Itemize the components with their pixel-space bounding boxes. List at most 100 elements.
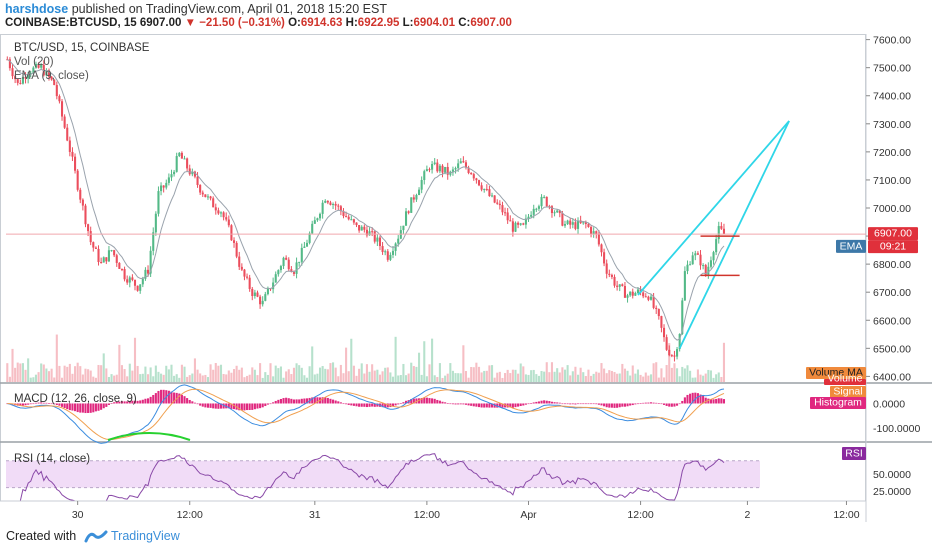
macd-hist-bar: [681, 400, 684, 404]
volume-bar: [639, 374, 642, 382]
candle-body: [608, 273, 611, 275]
macd-hist-bar: [376, 403, 379, 407]
macd-hist-bar: [316, 397, 319, 404]
volume-bar: [715, 374, 718, 382]
macd-hist-bar: [53, 403, 56, 405]
volume-bar: [569, 375, 572, 382]
volume-bar: [285, 371, 288, 382]
volume-bar: [173, 375, 176, 382]
macd-hist-bar: [488, 403, 491, 408]
volume-bar: [660, 368, 663, 382]
candle-body: [459, 161, 462, 164]
volume-bar: [683, 368, 686, 382]
macd-hist-bar: [597, 403, 600, 405]
candle-body: [178, 152, 181, 157]
macd-hist-bar: [110, 403, 113, 404]
volume-bar: [709, 370, 712, 382]
last-price-badge: 6907.00: [868, 227, 918, 241]
candle-body: [501, 205, 504, 213]
volume-bar: [149, 367, 152, 382]
macd-hist-bar: [27, 403, 30, 405]
last-price-badge-bg: [868, 227, 918, 241]
volume-bar: [345, 347, 348, 382]
macd-hist-bar: [441, 401, 444, 404]
candle-body: [673, 355, 676, 357]
candle-body: [566, 220, 569, 225]
candle-body: [45, 70, 48, 76]
macd-hist-bar: [186, 398, 189, 404]
macd-hist-bar: [530, 403, 533, 404]
volume-bar: [102, 353, 105, 382]
candle-body: [253, 292, 256, 296]
macd-hist-bar: [282, 398, 285, 404]
candle-body: [454, 168, 457, 170]
candle-body: [423, 171, 426, 180]
macd-hist-bar: [178, 393, 181, 404]
price-chart-svg[interactable]: 0.0000 -100.0000 50.0000 25.0000 7600.00 75…: [0, 34, 932, 522]
volume-bar: [636, 369, 640, 382]
candle-body: [433, 162, 436, 164]
close-label: C:: [458, 17, 471, 29]
macd-hist-bar: [292, 399, 296, 404]
macd-hist-bar: [639, 403, 642, 404]
candle-body: [384, 251, 387, 253]
candle-body: [696, 253, 699, 255]
candle-body: [689, 264, 692, 266]
macd-hist-bar: [644, 402, 647, 404]
candle-body: [506, 212, 509, 221]
volume-bar: [217, 365, 220, 382]
candle-body: [277, 270, 280, 275]
macd-hist-bar: [66, 403, 69, 410]
macd-hist-bar: [105, 403, 108, 407]
macd-hist-bar: [600, 403, 603, 406]
candle-body: [368, 231, 371, 236]
chart-area[interactable]: 0.0000 -100.0000 50.0000 25.0000 7600.00 75…: [0, 34, 932, 522]
candle-body: [84, 205, 87, 225]
candle-body: [102, 257, 105, 263]
candle-body: [34, 63, 38, 68]
macd-hist-bar: [511, 403, 514, 408]
candle-body: [597, 234, 600, 245]
volume-bar: [485, 370, 488, 382]
volume-bar: [412, 366, 415, 382]
volume-bar: [457, 373, 460, 382]
candle-body: [248, 277, 251, 289]
candle-body: [313, 220, 316, 224]
candle-body: [524, 218, 527, 225]
volume-bar: [50, 368, 53, 382]
volume-bar: [517, 373, 520, 382]
volume-bar: [587, 369, 590, 382]
volume-bar: [561, 367, 564, 382]
volume-badge-text: Volume: [827, 373, 862, 385]
macd-hist-bar: [358, 403, 361, 407]
candle-body: [670, 355, 673, 357]
candle-body: [238, 256, 241, 267]
volume-bar: [305, 377, 309, 382]
macd-hist-bar: [94, 403, 97, 412]
candle-body: [446, 166, 449, 175]
candle-body: [600, 244, 603, 253]
candle-body: [428, 169, 431, 171]
volume-badge-bg: [824, 379, 866, 385]
volume-bar: [165, 365, 168, 382]
volume-bar: [441, 377, 444, 382]
ema-line-path: [7, 58, 725, 341]
macd-hist-bar: [545, 400, 548, 404]
volume-bar: [342, 373, 345, 382]
volume-bar: [634, 373, 637, 382]
tradingview-brand-link[interactable]: TradingView: [111, 529, 180, 543]
volume-bar: [582, 372, 585, 382]
candle-body: [232, 240, 236, 243]
publish-line: harshdose published on TradingView.com, …: [5, 2, 387, 16]
volume-bar: [84, 368, 87, 382]
volume-bar: [206, 377, 210, 382]
author-link[interactable]: harshdose: [5, 2, 69, 16]
volume-bar: [459, 373, 462, 382]
volume-bar: [670, 367, 673, 382]
candle-body: [509, 220, 512, 222]
candle-body: [316, 218, 319, 221]
macd-hist-bar: [436, 399, 439, 404]
signal-line: [7, 388, 725, 440]
candle-body: [386, 251, 389, 260]
candle-body: [493, 195, 496, 203]
